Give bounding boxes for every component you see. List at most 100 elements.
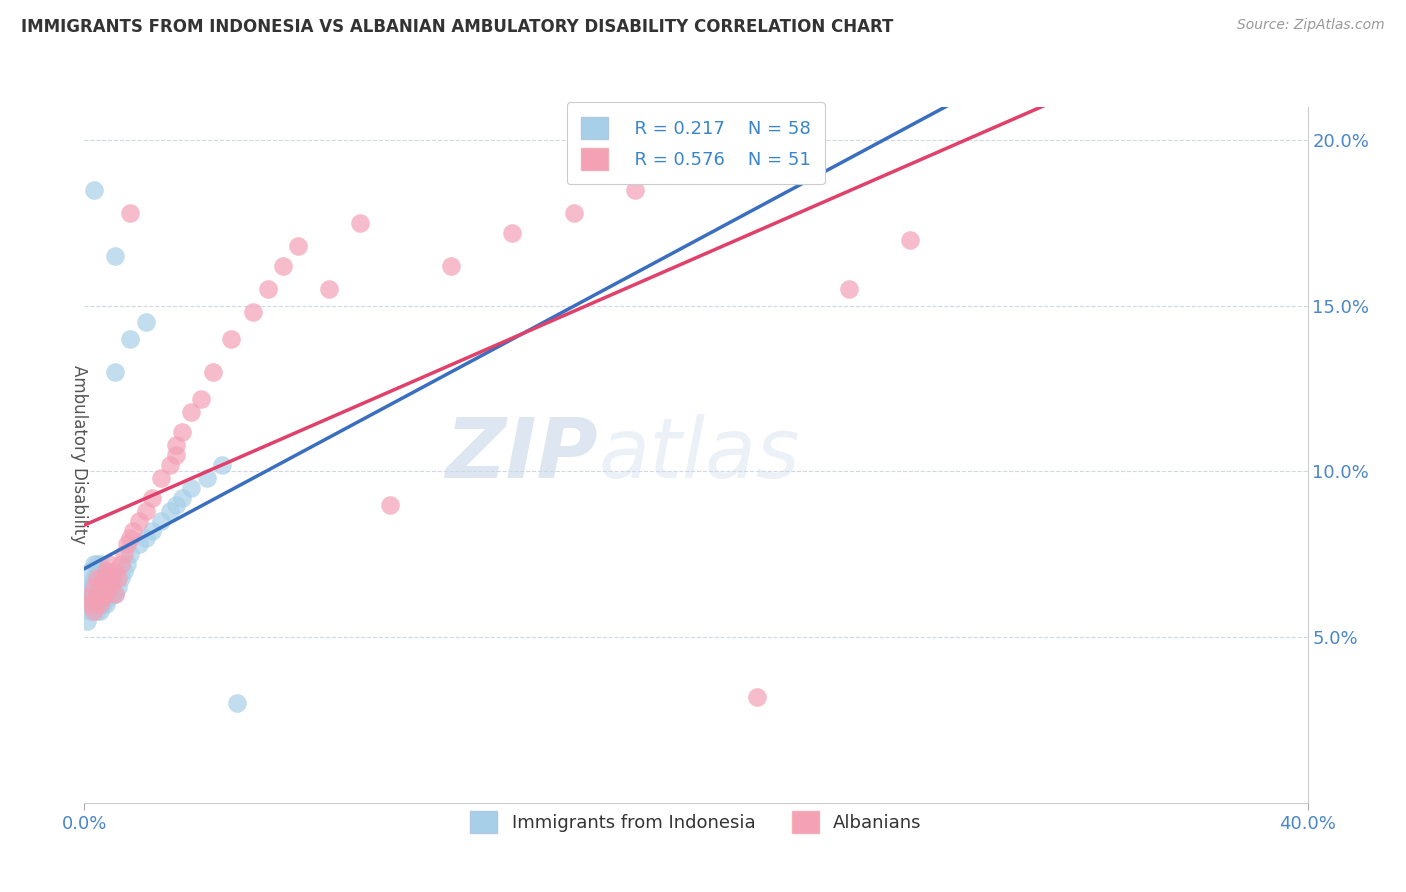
Point [257, 282, 280, 296]
Point [94, 587, 117, 601]
Point [89, 577, 111, 591]
Point [104, 587, 127, 601]
Point [79, 597, 101, 611]
Point [120, 206, 142, 220]
Point [89, 597, 111, 611]
Text: ZIP: ZIP [446, 415, 598, 495]
Point [271, 259, 294, 273]
Point [110, 558, 132, 572]
Point [190, 392, 212, 406]
Point [112, 564, 135, 578]
Point [97, 558, 120, 572]
Point [83, 570, 105, 584]
Point [135, 315, 157, 329]
Point [91, 577, 114, 591]
Text: Source: ZipAtlas.com: Source: ZipAtlas.com [1237, 18, 1385, 32]
Point [624, 183, 647, 197]
Point [318, 282, 340, 296]
Point [94, 564, 117, 578]
Point [149, 471, 172, 485]
Point [349, 216, 371, 230]
Point [86, 591, 108, 605]
Point [201, 365, 224, 379]
Point [135, 531, 157, 545]
Text: atlas: atlas [598, 415, 800, 495]
Point [101, 574, 124, 588]
Point [83, 597, 105, 611]
Point [165, 438, 187, 452]
Point [149, 514, 172, 528]
Point [91, 587, 114, 601]
Point [89, 604, 111, 618]
Point [141, 491, 163, 505]
Point [562, 206, 585, 220]
Point [89, 567, 111, 582]
Point [91, 564, 114, 578]
Point [165, 448, 187, 462]
Point [242, 305, 264, 319]
Point [287, 239, 309, 253]
Point [135, 504, 157, 518]
Point [104, 564, 127, 578]
Point [747, 690, 769, 704]
Point [86, 570, 108, 584]
Point [79, 564, 101, 578]
Point [898, 233, 921, 247]
Point [120, 332, 142, 346]
Point [86, 591, 108, 605]
Point [104, 365, 127, 379]
Point [86, 604, 108, 618]
Point [76, 591, 98, 605]
Point [159, 504, 181, 518]
Point [89, 581, 111, 595]
Point [380, 498, 402, 512]
Point [104, 249, 127, 263]
Point [91, 591, 114, 605]
Point [76, 581, 98, 595]
Point [89, 587, 111, 601]
Point [110, 570, 132, 584]
Point [128, 514, 150, 528]
Point [86, 570, 108, 584]
Point [219, 332, 242, 346]
Point [94, 564, 117, 578]
Point [101, 587, 124, 601]
Text: IMMIGRANTS FROM INDONESIA VS ALBANIAN AMBULATORY DISABILITY CORRELATION CHART: IMMIGRANTS FROM INDONESIA VS ALBANIAN AM… [21, 18, 893, 36]
Point [91, 570, 114, 584]
Point [86, 581, 108, 595]
Point [502, 226, 524, 240]
Point [97, 581, 120, 595]
Point [94, 587, 117, 601]
Point [120, 547, 142, 561]
Point [115, 558, 138, 572]
Point [120, 531, 142, 545]
Point [172, 425, 194, 439]
Point [97, 581, 120, 595]
Point [91, 597, 114, 611]
Point [79, 604, 101, 618]
Point [83, 183, 105, 197]
Point [122, 524, 145, 538]
Legend: Immigrants from Indonesia, Albanians: Immigrants from Indonesia, Albanians [461, 803, 931, 842]
Point [83, 604, 105, 618]
Point [141, 524, 163, 538]
Point [165, 498, 187, 512]
Point [83, 558, 105, 572]
Point [107, 570, 129, 584]
Point [101, 574, 124, 588]
Point [104, 587, 127, 601]
Point [79, 591, 101, 605]
Point [97, 570, 120, 584]
Point [83, 581, 105, 595]
Point [76, 597, 98, 611]
Point [86, 558, 108, 572]
Point [838, 282, 860, 296]
Point [128, 537, 150, 551]
Point [226, 697, 249, 711]
Point [172, 491, 194, 505]
Point [159, 458, 181, 472]
Point [107, 581, 129, 595]
Point [180, 405, 202, 419]
Point [89, 558, 111, 572]
Point [112, 547, 135, 561]
